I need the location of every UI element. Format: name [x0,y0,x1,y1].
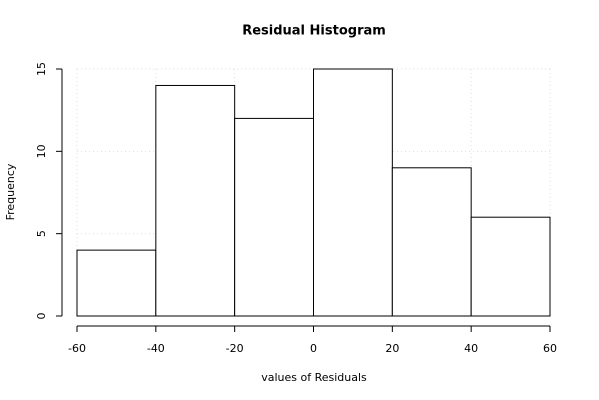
bar [391,167,472,317]
y-tick-label: 0 [35,313,48,320]
x-tick-label: -20 [226,342,244,355]
bar [155,84,236,317]
x-tick-label: 60 [543,342,557,355]
x-tick-label: 40 [464,342,478,355]
x-tick-label: 20 [385,342,399,355]
y-tick-label: 15 [35,62,48,76]
x-tick-label: -40 [147,342,165,355]
x-tick-label: -60 [68,342,86,355]
bar [313,68,393,317]
bar [234,117,315,317]
y-tick-label: 10 [35,144,48,158]
x-axis-label: values of Residuals [261,371,367,384]
y-axis-label: Frequency [4,163,17,220]
chart-title: Residual Histogram [242,24,386,39]
bar [76,249,157,317]
bar [470,216,551,317]
y-tick-label: 5 [35,230,48,237]
x-tick-label: 0 [310,342,317,355]
